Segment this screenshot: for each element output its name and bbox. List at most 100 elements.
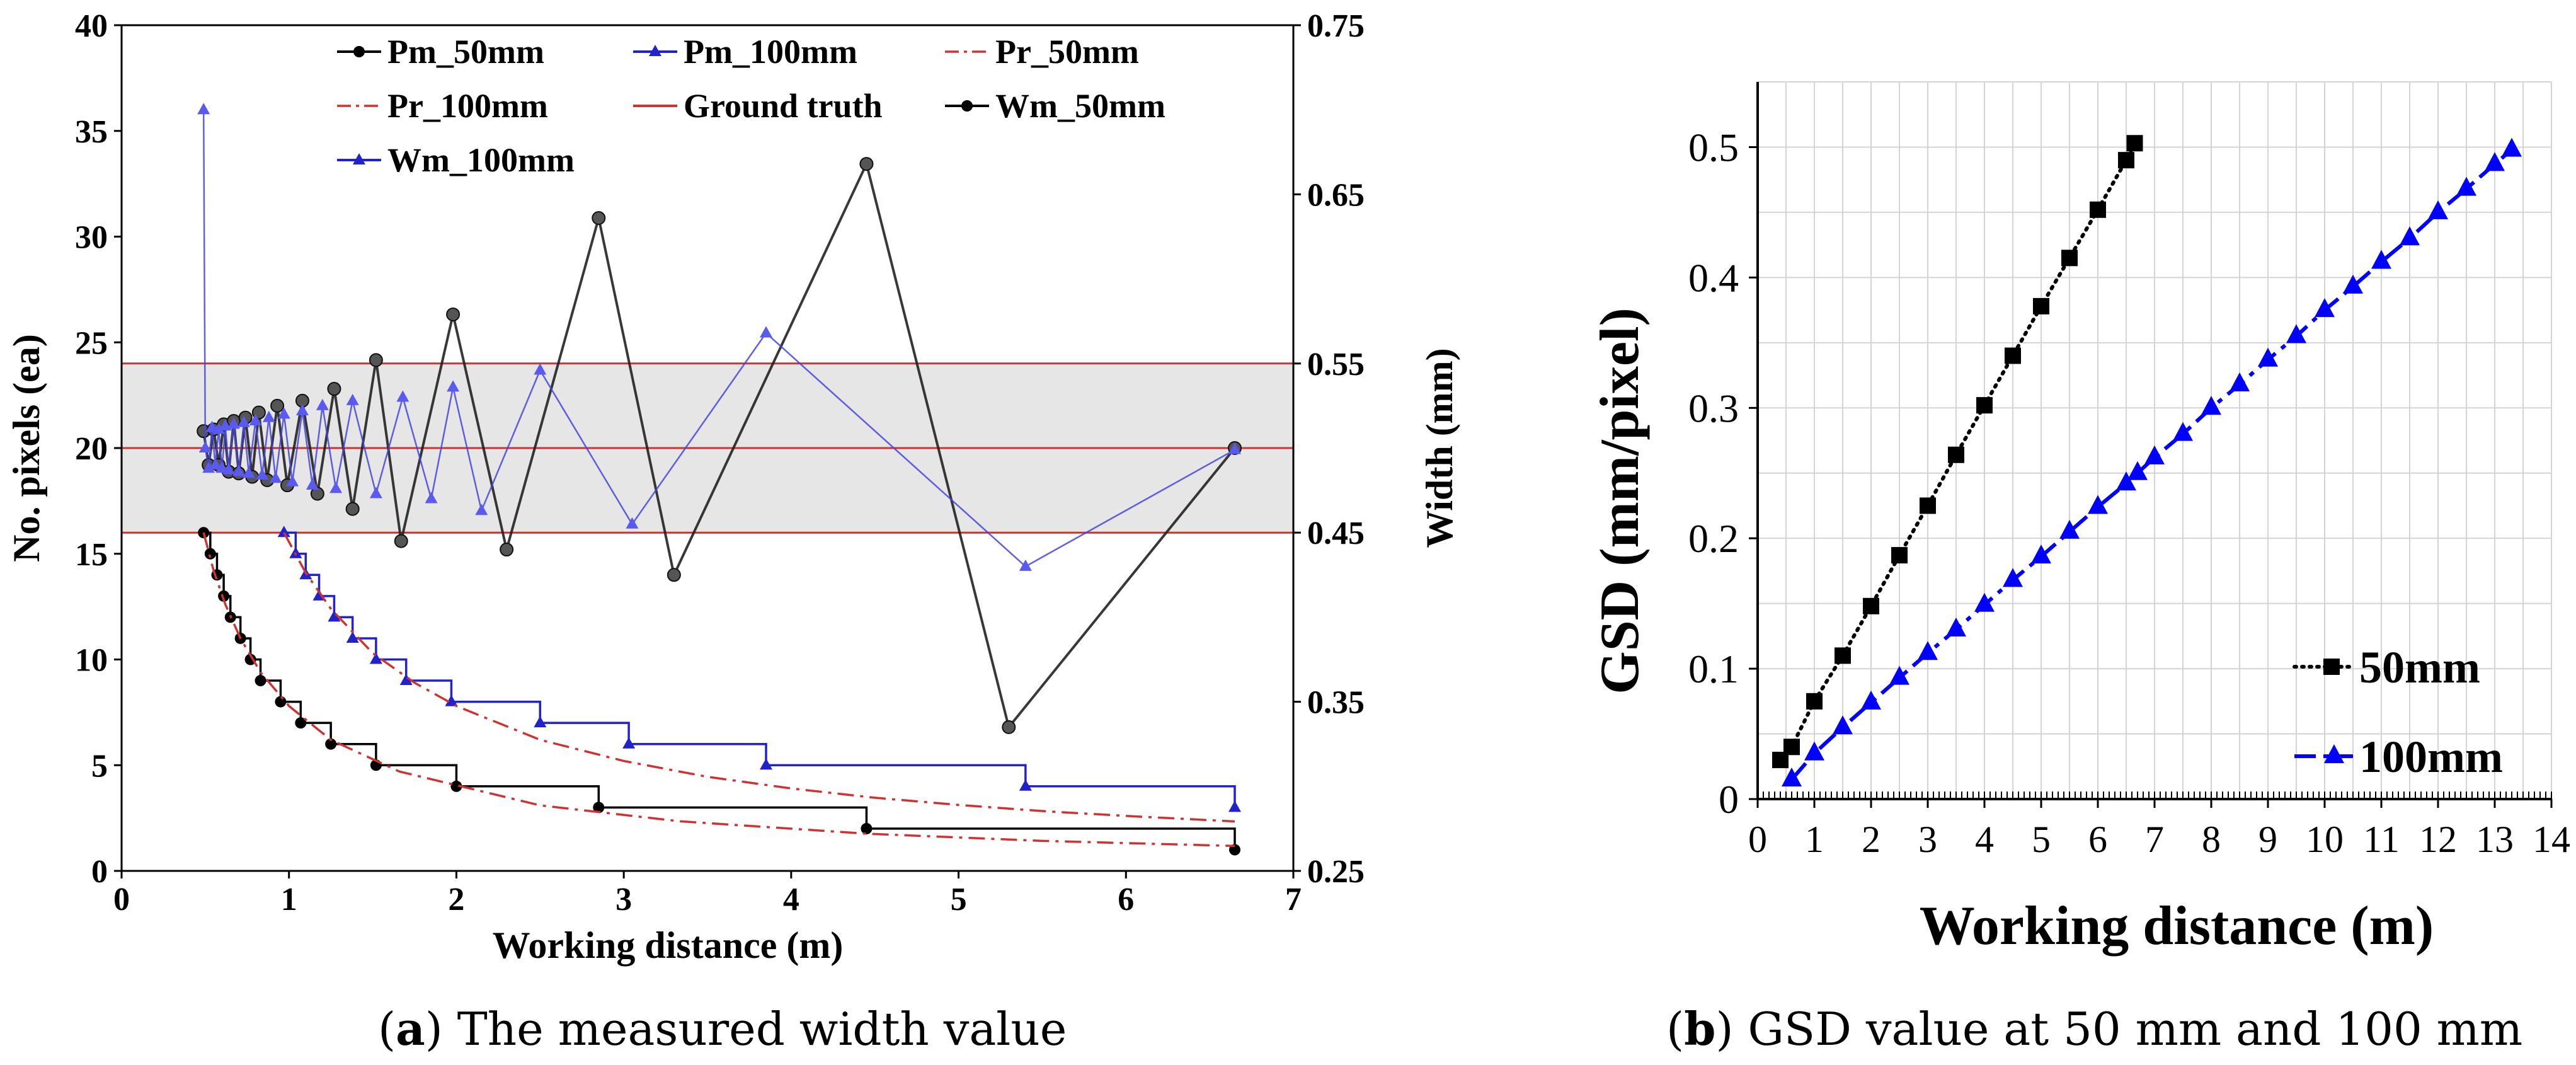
series-line [202,532,1235,848]
data-point [369,353,383,367]
data-point [1948,446,1964,463]
series-50mm [1772,135,2143,768]
data-point [198,441,212,452]
data-point [1783,739,1800,756]
legend-item: Ground truth [633,87,883,125]
data-point [2090,201,2106,218]
x-tick-label: 2 [448,882,464,918]
data-point [667,568,681,582]
series-line [202,110,1235,568]
data-point [346,393,359,405]
data-point [2400,226,2420,246]
data-point [212,422,226,434]
x-tick-label: 10 [2306,819,2344,860]
x-axis-label: Working distance (m) [493,924,844,966]
data-point [227,417,241,429]
y-tick-label: 0 [91,854,108,890]
legend-label: 100mm [2359,732,2503,782]
x-tick-label: 9 [2258,819,2277,860]
data-point [1920,497,1936,514]
data-point [447,380,460,392]
data-point [592,210,606,225]
data-point [626,517,639,529]
data-point [2144,445,2165,464]
data-point [1974,592,1995,612]
legend-label: 50mm [2359,642,2480,693]
chart-a-legend: Pm_50mm Pm_100mm Pr_50mm Pr_100mm Ground tru… [337,33,1165,179]
data-point [2315,298,2335,318]
data-point [534,716,547,728]
legend-item: Wm_100mm [337,141,575,179]
legend-item: 100mm [2294,732,2503,782]
x-tick-label: 6 [1118,882,1134,918]
legend-item: Pm_100mm [633,33,857,71]
trend-line [1790,148,2513,781]
data-point [2033,297,2049,314]
series-line [283,532,1235,823]
data-point [1228,800,1241,812]
data-point [1002,720,1016,734]
x-tick-label: 4 [1975,819,1994,860]
y-tick-label: 0.5 [1688,125,1739,170]
data-point [346,631,359,643]
legend-marker [353,153,365,164]
data-point [2428,200,2448,219]
data-point [328,610,341,622]
data-point [1835,647,1851,664]
data-point [1019,779,1032,791]
data-point [2456,176,2476,196]
legend-marker [649,45,661,56]
x-tick-label: 14 [2533,819,2570,860]
data-point [2173,422,2193,441]
legend-item: Pm_50mm [337,33,544,71]
series-Pm_50mm [198,527,1240,856]
data-point [760,758,772,770]
data-point [275,696,287,708]
data-point [232,464,245,476]
data-point [446,307,461,321]
legend-item: 50mm [2293,642,2480,693]
data-point [2003,568,2023,587]
legend-label: Ground truth [684,87,883,125]
data-point [475,504,488,515]
y2-tick-label: 0.35 [1307,685,1365,721]
x-axis-label: Working distance (m) [1920,895,2434,957]
data-point [256,468,269,480]
x-tick-label: 2 [1862,819,1880,860]
x-tick-label: 7 [2145,819,2164,860]
data-point [255,675,266,687]
data-point [1918,641,1938,660]
legend-item: Pr_100mm [337,87,548,125]
data-point [2118,152,2134,169]
data-point [2485,152,2505,171]
data-point [2031,544,2051,564]
y-tick-label: 15 [75,537,108,573]
chart-b-series [1772,135,2522,786]
y-axis-label: GSD (mm/pixel) [1589,308,1651,694]
y-ticks: 0 5 10 15 20 25 30 35 40 [75,8,122,890]
data-point [202,461,215,473]
series-Pr_100mm [283,532,1235,823]
data-point [269,471,282,483]
y-tick-label: 10 [75,643,108,679]
data-point [277,526,290,538]
data-point [249,414,262,426]
series-Pr_50mm [202,532,1235,848]
caption-a: (a) The measured width value [378,1002,1067,1056]
y2-axis-label: Width (mm) [1419,348,1460,548]
y-tick-label: 25 [75,325,108,361]
data-point [2201,396,2221,415]
legend-label: Wm_50mm [995,87,1165,125]
x-tick-label: 6 [2088,819,2107,860]
data-point [327,382,341,396]
y-tick-label: 30 [75,220,108,256]
data-point [500,543,514,557]
data-point [450,780,462,792]
data-point [262,410,275,422]
data-point [1861,690,1881,710]
data-point [2005,347,2021,364]
y-tick-label: 0.4 [1688,255,1739,300]
series-line [283,531,1236,808]
